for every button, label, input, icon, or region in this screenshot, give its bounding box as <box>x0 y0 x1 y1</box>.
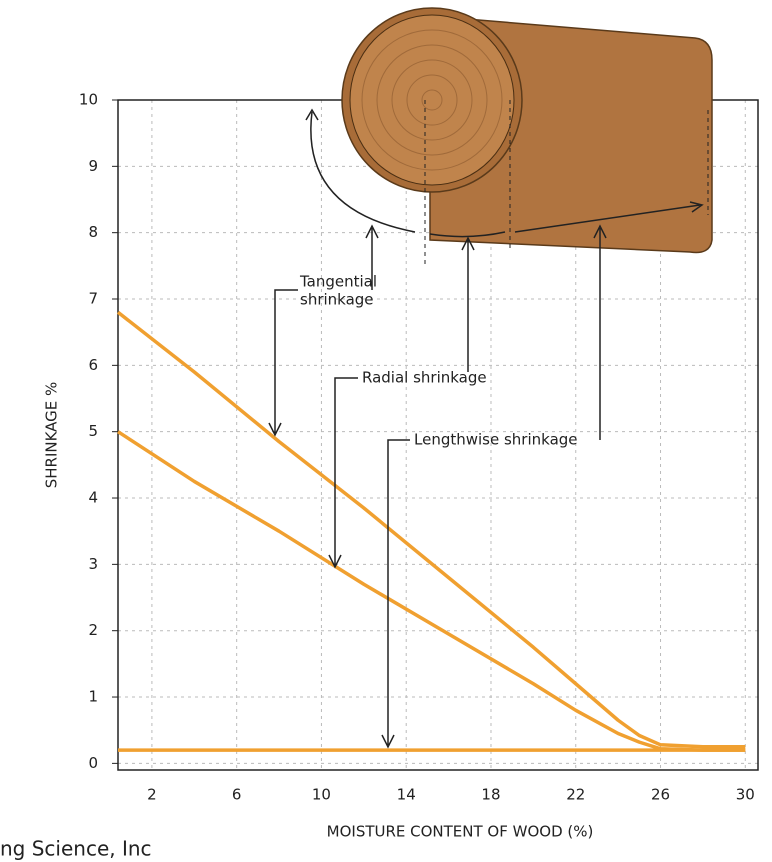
y-tick-label: 2 <box>88 621 98 639</box>
y-tick-label: 6 <box>88 356 98 374</box>
x-tick-label: 30 <box>736 786 755 804</box>
y-tick-label: 10 <box>79 91 98 109</box>
x-tick-label: 10 <box>312 786 331 804</box>
x-tick-label: 18 <box>481 786 500 804</box>
credit: ng Science, Inc <box>0 837 152 861</box>
x-tick-label: 2 <box>147 786 157 804</box>
y-axis-label: SHRINKAGE % <box>43 382 61 489</box>
chart: Tangential shrinkage Radial shrinkage Le… <box>0 0 772 862</box>
y-tick-label: 5 <box>88 422 98 440</box>
x-tick-label: 6 <box>232 786 242 804</box>
log-illustration <box>342 8 712 268</box>
x-tick-label: 26 <box>651 786 670 804</box>
y-tick-label: 1 <box>88 688 98 706</box>
annotation: Lengthwise shrinkage <box>414 431 578 449</box>
y-tick-label: 4 <box>88 489 98 507</box>
annotation: Tangential <box>299 273 377 291</box>
y-tick-label: 3 <box>88 555 98 573</box>
x-tick-label: 22 <box>566 786 585 804</box>
x-axis-label: MOISTURE CONTENT OF WOOD (%) <box>327 823 594 841</box>
y-tick-label: 8 <box>88 223 98 241</box>
y-tick-label: 7 <box>88 290 98 308</box>
series-line <box>118 432 745 750</box>
annotation: Radial shrinkage <box>362 369 487 387</box>
y-tick-label: 0 <box>88 754 98 772</box>
y-tick-label: 9 <box>88 157 98 175</box>
x-tick-label: 14 <box>397 786 416 804</box>
annotation: shrinkage <box>300 291 374 309</box>
